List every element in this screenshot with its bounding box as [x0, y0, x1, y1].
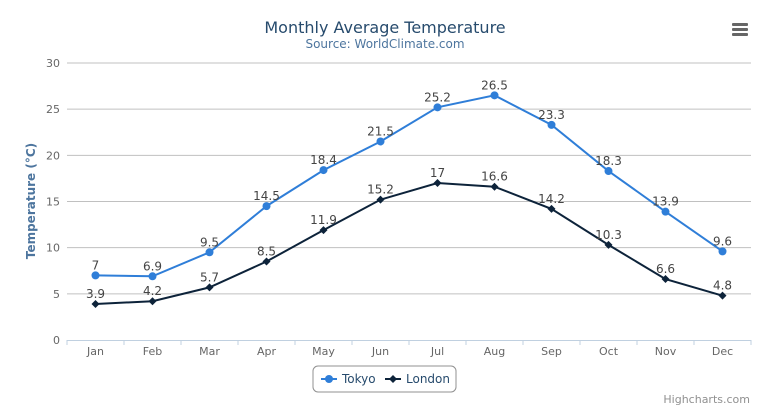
- series-line: [95, 182, 723, 305]
- x-tick-label: Jan: [86, 345, 104, 358]
- y-tick-label: 30: [46, 57, 60, 70]
- legend-item-tokyo[interactable]: Tokyo: [321, 372, 376, 386]
- data-label: 23.3: [538, 108, 565, 122]
- data-point: [490, 182, 499, 191]
- data-label: 15.2: [367, 183, 394, 197]
- x-tick-label: Nov: [655, 345, 677, 358]
- data-point: [205, 248, 214, 257]
- y-tick-label: 10: [46, 242, 60, 255]
- data-point: [148, 272, 157, 281]
- data-label: 6.9: [143, 259, 162, 273]
- data-label: 16.6: [481, 170, 508, 184]
- data-label: 3.9: [86, 287, 105, 301]
- data-label: 25.2: [424, 90, 451, 104]
- data-label: 14.5: [253, 189, 280, 203]
- data-label: 17: [430, 166, 445, 180]
- x-tick-label: Oct: [599, 345, 619, 358]
- legend-label-tokyo: Tokyo: [341, 372, 376, 386]
- data-label: 4.2: [143, 284, 162, 298]
- data-label: 9.6: [713, 234, 732, 248]
- credits-link[interactable]: Highcharts.com: [663, 393, 750, 406]
- data-point: [205, 283, 214, 292]
- data-point: [91, 299, 100, 308]
- data-point: [319, 166, 328, 175]
- y-tick-label: 0: [53, 334, 60, 347]
- data-point: [433, 103, 442, 112]
- data-label: 21.5: [367, 124, 394, 138]
- y-tick-label: 25: [46, 103, 60, 116]
- data-point: [148, 297, 157, 306]
- data-label: 14.2: [538, 192, 565, 206]
- data-label: 6.6: [656, 262, 675, 276]
- data-label: 26.5: [481, 78, 508, 92]
- data-point: [547, 204, 556, 213]
- data-point: [661, 275, 670, 284]
- x-tick-label: Mar: [199, 345, 220, 358]
- data-point: [376, 195, 385, 204]
- data-label: 9.5: [200, 235, 219, 249]
- y-tick-label: 5: [53, 288, 60, 301]
- data-point: [262, 202, 271, 211]
- data-point: [604, 240, 613, 249]
- legend-item-london[interactable]: London: [385, 372, 450, 386]
- data-point: [718, 291, 727, 300]
- data-label: 4.8: [713, 279, 732, 293]
- data-label: 7: [92, 258, 100, 272]
- data-point: [547, 120, 556, 129]
- x-tick-label: Sep: [541, 345, 562, 358]
- y-tick-label: 15: [46, 196, 60, 209]
- data-label: 13.9: [652, 195, 679, 209]
- data-point: [91, 271, 100, 280]
- series-tokyo: 7 6.9 9.5 14.5 18.4 21.5 25.2 26.5 23.3 18.3 13.9 9…: [91, 78, 732, 281]
- series-london: 3.9 4.2 5.7 8.5 11.9 15.2 17 16.6 14.2 10.3 6.6 4.8: [86, 166, 732, 308]
- data-label: 5.7: [200, 270, 219, 284]
- legend: Tokyo London: [312, 365, 457, 393]
- data-point: [718, 247, 727, 256]
- data-point: [490, 91, 499, 100]
- x-tick-label: May: [312, 345, 335, 358]
- data-label: 10.3: [595, 228, 622, 242]
- data-point: [376, 137, 385, 146]
- data-label: 18.3: [595, 154, 622, 168]
- data-point: [262, 257, 271, 266]
- data-label: 18.4: [310, 153, 337, 167]
- x-tick-label: Aug: [484, 345, 505, 358]
- data-label: 11.9: [310, 213, 337, 227]
- y-tick-label: 20: [46, 149, 60, 162]
- data-label: 8.5: [257, 245, 276, 259]
- data-point: [661, 207, 670, 216]
- data-point: [604, 167, 613, 176]
- x-tick-label: Feb: [143, 345, 162, 358]
- legend-label-london: London: [406, 372, 450, 386]
- chart-title: Monthly Average Temperature: [264, 18, 505, 37]
- series-line: [95, 94, 724, 278]
- hamburger-menu-icon[interactable]: [732, 23, 748, 36]
- data-point: [433, 179, 442, 188]
- chart-subtitle: Source: WorldClimate.com: [305, 37, 464, 51]
- x-tick-label: Jul: [430, 345, 444, 358]
- y-axis-title: Temperature (°C): [24, 143, 38, 259]
- x-tick-label: Dec: [712, 345, 733, 358]
- x-tick-label: Apr: [257, 345, 277, 358]
- x-tick-label: Jun: [371, 345, 389, 358]
- data-point: [319, 226, 328, 235]
